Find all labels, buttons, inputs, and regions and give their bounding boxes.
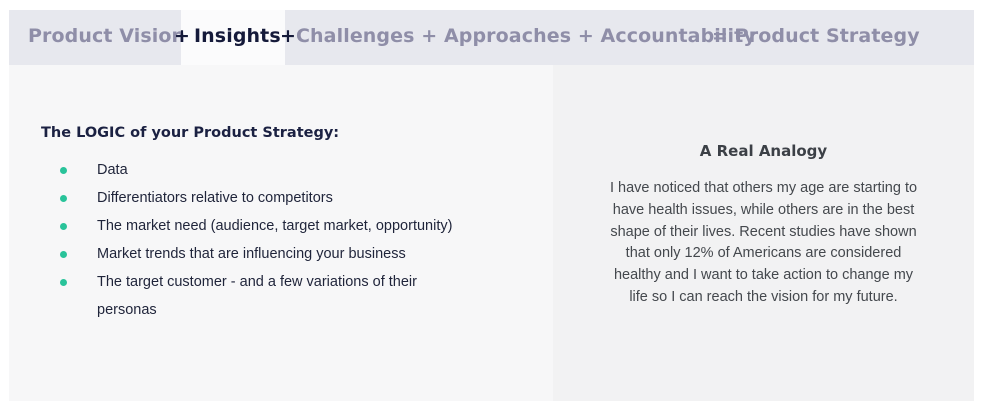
segment-product-strategy: = Product Strategy (712, 25, 920, 47)
segment-insights: Insights (194, 25, 281, 47)
analogy-body: I have noticed that others my age are st… (609, 180, 918, 305)
logic-title: The LOGIC of your Product Strategy: (41, 125, 340, 141)
segment-challenges-approaches-accountability: Challenges + Approaches + Accountability (296, 25, 756, 47)
list-item: Data (55, 156, 505, 184)
list-item: Differentiators relative to competitors (55, 184, 505, 212)
list-item: The target customer - and a few variatio… (55, 268, 505, 324)
bullet-dot-icon (60, 251, 67, 258)
segment-product-vision: Product Vision (28, 25, 186, 47)
bullet-dot-icon (60, 167, 67, 174)
bullet-dot-icon (60, 195, 67, 202)
list-item: The market need (audience, target market… (55, 212, 505, 240)
logic-panel: The LOGIC of your Product Strategy: Data… (9, 65, 553, 401)
analogy-panel: A Real Analogy I have noticed that other… (553, 65, 974, 401)
plus-sign: + (280, 25, 297, 47)
formula-header: Product Vision + Insights + Challenges +… (9, 10, 974, 65)
active-tab-highlight (181, 10, 285, 65)
analogy-title: A Real Analogy (699, 142, 828, 160)
logic-list: Data Differentiators relative to competi… (55, 156, 505, 324)
plus-sign: + (174, 25, 191, 47)
bullet-dot-icon (60, 223, 67, 230)
list-item: Market trends that are influencing your … (55, 240, 505, 268)
bullet-dot-icon (60, 279, 67, 286)
